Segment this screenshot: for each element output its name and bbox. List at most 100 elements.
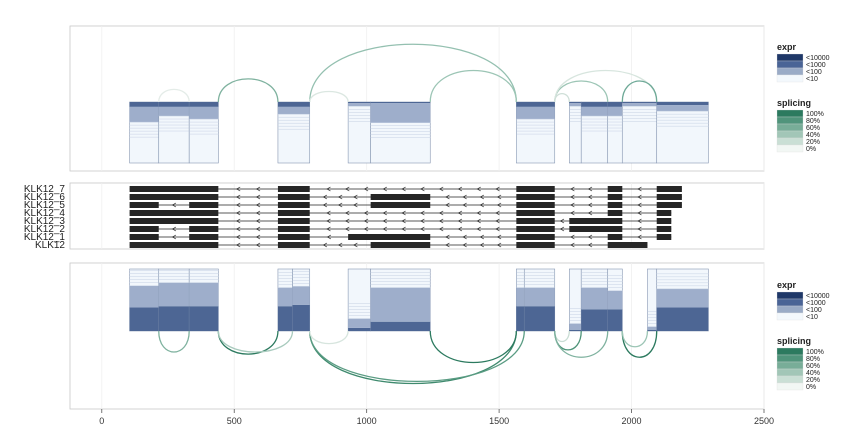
strand-arrow [570,210,575,216]
strand-arrow [363,218,369,224]
coverage-high [370,102,431,104]
expr-legend-label: <100 [806,307,822,314]
strand-arrow [255,218,261,224]
expr-legend-label: <10 [806,76,818,83]
coverage-high [158,102,190,107]
strand-arrow [637,210,642,216]
strand-arrow [587,210,593,216]
strand-arrow [476,186,481,192]
strand-arrow [326,234,332,240]
expr-legend-swatch [776,298,804,307]
coverage-high [524,306,555,331]
expr-legend-label: <1000 [806,62,826,69]
isoform-exon [607,194,623,200]
strand-arrow [587,234,593,240]
coverage-high [656,307,709,331]
isoform-exon [516,226,555,232]
isoform-row: KLK12_5 [24,200,682,211]
strand-arrow [255,226,261,232]
splicing-legend-swatch [776,123,804,132]
coverage-medium [129,285,159,308]
isoform-exon [189,226,219,232]
coverage-high [277,306,293,331]
strand-arrow [476,218,481,224]
coverage-medium [348,103,371,107]
x-tick-label: 1500 [489,416,509,426]
isoform-exon [516,234,555,240]
strand-arrow [637,226,642,232]
coverage-high [607,102,623,107]
isoform-label: KLK12_4 [24,208,66,219]
isoform-exon [277,194,310,200]
coverage-high [370,321,431,331]
strand-arrow [438,218,444,224]
strand-arrow [495,210,500,216]
strand-arrow [255,242,261,248]
coverage-medium [647,326,657,330]
isoform-exon [129,194,219,200]
strand-arrow [235,186,241,192]
strand-arrow [438,226,444,232]
x-axis: 0 500 1000 1500 2000 2500 [99,409,774,426]
strand-arrow [382,226,388,232]
strand-arrow [235,210,241,216]
strand-arrow [457,218,463,224]
strand-arrow [457,210,463,216]
strand-arrow [255,210,261,216]
junction-arc [621,80,658,103]
isoform-exon [516,218,555,224]
coverage-high [348,102,371,104]
coverage-block [347,101,371,164]
coverage-high [516,102,555,107]
expr-legend: expr <10000<1000<100<10 [776,280,830,321]
strand-arrow [353,194,358,200]
isoform-panel: KLK12_7KLK12_6KLK12_5KLK12_4KLK12_3KLK12… [24,184,682,251]
coverage-medium [292,286,310,305]
isoform-exon [516,242,555,248]
coverage-block [569,101,582,164]
strand-arrow [570,186,575,192]
strand-arrow [401,210,406,216]
coverage-medium [516,287,525,307]
isoform-exon [277,202,310,208]
junction-arc [429,69,517,103]
coverage-block [647,268,658,332]
isoform-label: KLK12_3 [24,216,66,227]
splicing-legend-label: 100% [806,111,824,118]
isoform-exon [129,202,159,208]
strand-arrow [438,186,444,192]
strand-arrow [495,226,500,232]
expr-legend-swatch [776,74,804,83]
strand-arrow [637,202,642,208]
isoform-exon [516,186,555,192]
junction-arc [309,330,525,382]
junction-arc [621,330,649,348]
coverage-high [647,329,657,331]
isoform-exon [516,194,555,200]
isoform-label: KLK12 [35,240,65,251]
strand-arrow [255,186,261,192]
bottom-coverage-panel [129,268,709,385]
coverage-high [581,102,608,107]
isoform-exon [189,234,219,240]
strand-arrow [420,226,425,232]
coverage-medium [656,105,709,112]
expr-legend-swatch [776,312,804,321]
strand-arrow [570,234,575,240]
isoform-exon [348,234,431,240]
isoform-exon [129,234,159,240]
isoform-exon [277,218,310,224]
strand-arrow [235,242,241,248]
strand-arrow [462,234,467,240]
isoform-exon [277,210,310,216]
isoform-exon [129,242,219,248]
strand-arrow [337,194,343,200]
strand-arrow [322,194,328,200]
splicing-legend-swatch [776,368,804,377]
strand-arrow [322,202,328,208]
strand-arrow [255,234,261,240]
splicing-legend-label: 20% [806,377,820,384]
expr-legend-label: <10000 [806,293,830,300]
coverage-medium [370,287,431,322]
strand-arrow [476,226,481,232]
